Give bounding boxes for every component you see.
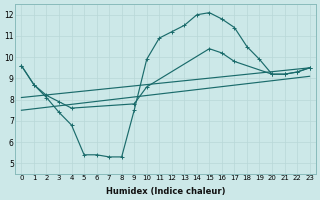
X-axis label: Humidex (Indice chaleur): Humidex (Indice chaleur)	[106, 187, 225, 196]
